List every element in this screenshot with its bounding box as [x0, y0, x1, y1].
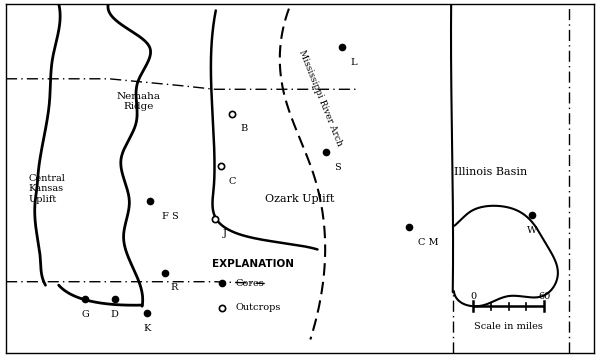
Text: K: K: [143, 324, 151, 333]
Text: W: W: [527, 226, 537, 235]
Text: EXPLANATION: EXPLANATION: [212, 259, 294, 269]
Text: C M: C M: [418, 238, 438, 247]
Text: F S: F S: [162, 212, 179, 221]
Text: Central
Kansas
Uplift: Central Kansas Uplift: [28, 174, 65, 204]
Text: 0: 0: [470, 292, 476, 301]
Text: S: S: [334, 163, 341, 172]
Text: D: D: [111, 310, 119, 319]
Text: Illinois Basin: Illinois Basin: [454, 166, 528, 176]
Text: Scale in miles: Scale in miles: [475, 322, 543, 331]
Text: 60: 60: [538, 292, 550, 301]
Text: C: C: [228, 177, 236, 186]
Text: G: G: [82, 310, 89, 319]
Text: Cores: Cores: [235, 279, 264, 288]
Text: L: L: [350, 58, 356, 67]
Text: J: J: [223, 229, 226, 238]
Text: Nemaha
Ridge: Nemaha Ridge: [116, 92, 160, 111]
Text: Ozark Uplift: Ozark Uplift: [265, 195, 335, 205]
Text: R: R: [170, 283, 178, 292]
Text: B: B: [240, 124, 247, 133]
Text: Outcrops: Outcrops: [235, 303, 281, 312]
Text: Mississippi River Arch: Mississippi River Arch: [297, 49, 344, 147]
